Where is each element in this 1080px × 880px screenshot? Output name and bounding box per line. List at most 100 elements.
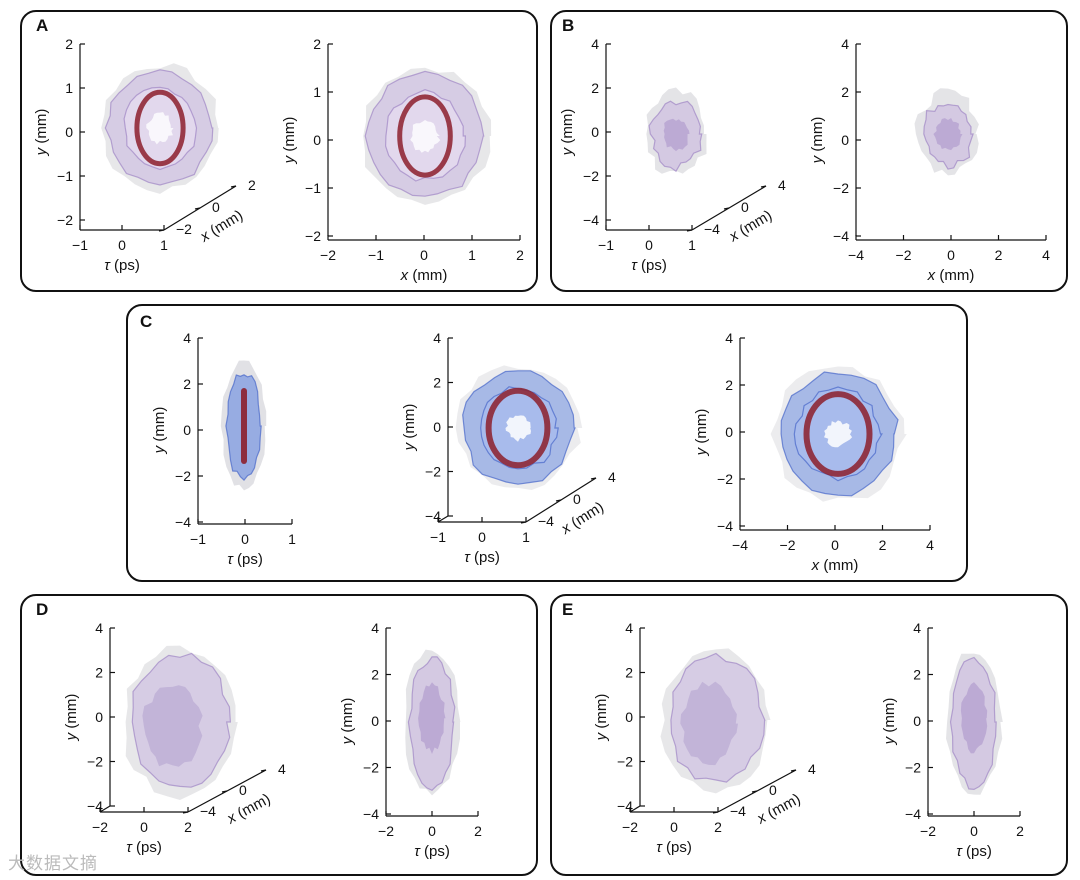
panel-a-plot-1-y-tick-label: −1 bbox=[57, 168, 73, 184]
panel-d-plot-2-tau-x-tick-label: 0 bbox=[428, 823, 436, 839]
panel-b-plot-2-y-tick-label: −4 bbox=[833, 228, 849, 244]
panel-e-plot-2-y-tick-label: −4 bbox=[905, 806, 921, 822]
panel-c-plot-3-x-label: x (mm) bbox=[811, 557, 859, 574]
panel-c-plot-2-y-label: y (mm) bbox=[401, 404, 418, 452]
panel-e-plot-1-depth-tick bbox=[790, 769, 797, 772]
panel-c-plot-3-y-tick-label: 4 bbox=[725, 330, 733, 346]
panel-e-plot-1-tau-x-tick-label: −2 bbox=[622, 819, 638, 835]
panel-a-plot-2-y-tick-label: −2 bbox=[305, 228, 321, 244]
panel-a-plot-2-y-tick-label: 1 bbox=[313, 84, 321, 100]
panel-d-plot-1-y-tick-label: −2 bbox=[87, 754, 103, 770]
panel-a-plot-1-depth-tick bbox=[158, 229, 165, 232]
panel-d-plot-2-y-tick-label: 0 bbox=[371, 713, 379, 729]
panel-e-plot-2-tau-x-tick-label: 2 bbox=[1016, 823, 1024, 839]
panel-c-plot-2-y-tick-label: −2 bbox=[425, 464, 441, 480]
panel-e-plot-1-surface-lilac-shell bbox=[670, 652, 766, 783]
panel-e-plot-1-depth-tick-label: 0 bbox=[769, 782, 777, 798]
panel-c-plot-1-y-tick-label: 2 bbox=[183, 376, 191, 392]
panel-b-plot-1-depth-tick-label: −4 bbox=[704, 221, 720, 237]
panel-b-plot-2-y-tick-label: 4 bbox=[841, 36, 849, 52]
panel-b-plot-1-depth-tick-label: 4 bbox=[778, 177, 786, 193]
panel-a-plot-2-x-tick-label: −1 bbox=[368, 247, 384, 263]
panel-c-plot-1-tau-x-tick-label: 1 bbox=[288, 531, 296, 547]
panel-c-plot-3-x-tick-label: −2 bbox=[780, 537, 796, 553]
panel-c-plot-1-tau-x-tick-label: −1 bbox=[190, 531, 206, 547]
panel-c-plot-2-floor-edge bbox=[437, 515, 449, 523]
panel-e-plot-2-tau-x-tick-label: 0 bbox=[970, 823, 978, 839]
panel-letter-c: C bbox=[140, 312, 153, 331]
panel-letter-a: A bbox=[36, 16, 49, 35]
panel-d-plot-2-y-tick-label: −4 bbox=[363, 806, 379, 822]
panel-e-plot-1-tau-x-tick-label: 0 bbox=[670, 819, 678, 835]
panel-b-plot-1-tau-x-label: τ (ps) bbox=[631, 257, 667, 274]
panel-d-plot-1-depth-tick bbox=[221, 790, 228, 793]
panel-c-plot-2-y-tick-label: 2 bbox=[433, 375, 441, 391]
panel-e-plot-1-tau-x-tick-label: 2 bbox=[714, 819, 722, 835]
panel-d-plot-1-floor-edge bbox=[99, 805, 111, 813]
panel-b-plot-1-y-tick-label: 2 bbox=[591, 80, 599, 96]
panel-b-plot-2-surface-core bbox=[933, 118, 963, 151]
panel-b-plot-1-depth-tick bbox=[686, 229, 693, 232]
panel-d-plot-2-y-tick-label: 2 bbox=[371, 667, 379, 683]
panel-d-plot-1-y-tick-label: −4 bbox=[87, 798, 103, 814]
panel-e-plot-2-tau-x-label: τ (ps) bbox=[956, 843, 992, 860]
panel-b-plot-2-x-label: x (mm) bbox=[927, 267, 975, 284]
panel-e-plot-1-y-tick-label: 0 bbox=[625, 709, 633, 725]
panel-c-plot-2-tau-x-tick-label: 0 bbox=[478, 529, 486, 545]
panel-c-plot-3-surface-core bbox=[824, 420, 853, 448]
panel-e-plot-1-y-tick-label: −4 bbox=[617, 798, 633, 814]
panel-a-plot-1-depth-tick-label: 2 bbox=[248, 177, 256, 193]
panel-a-plot-2-x-tick-label: 2 bbox=[516, 247, 524, 263]
panel-a-plot-1-y-tick-label: 1 bbox=[65, 80, 73, 96]
panel-a-plot-2-surface-core bbox=[410, 120, 441, 153]
panel-a-plot-1-surface-core bbox=[146, 112, 174, 145]
panel-d-plot-1-tau-x-tick-label: 2 bbox=[184, 819, 192, 835]
panel-d-plot-1-depth-tick-label: 4 bbox=[278, 761, 286, 777]
panel-e-plot-1-tau-x-label: τ (ps) bbox=[656, 839, 692, 856]
panel-b-plot-1-tau-x-tick-label: −1 bbox=[598, 237, 614, 253]
panel-letter-d: D bbox=[36, 600, 49, 619]
panel-b-plot-2-x-tick-label: −2 bbox=[896, 247, 912, 263]
panel-b-plot-2-y-tick-label: −2 bbox=[833, 180, 849, 196]
panel-e-plot-2-y-tick-label: 2 bbox=[913, 667, 921, 683]
panel-d-plot-2-y-label: y (mm) bbox=[339, 698, 356, 746]
panel-c-plot-1-y-tick-label: 4 bbox=[183, 330, 191, 346]
panel-c-plot-3-x-tick-label: −4 bbox=[732, 537, 748, 553]
panel-e-plot-1-depth-tick bbox=[751, 790, 758, 793]
panel-c-plot-2-y-tick-label: 4 bbox=[433, 330, 441, 346]
panel-b bbox=[550, 10, 1068, 292]
panel-a-plot-1-depth-tick-label: 0 bbox=[212, 199, 220, 215]
panel-b-plot-2-surface-lilac-shell bbox=[923, 103, 974, 170]
panel-a-plot-1-depth-tick bbox=[194, 207, 201, 210]
panel-d-plot-1-y-tick-label: 2 bbox=[95, 665, 103, 681]
panel-c-plot-1-surface-red-slab bbox=[241, 388, 247, 464]
panel-b-plot-1-tau-x-tick-label: 1 bbox=[688, 237, 696, 253]
panel-a-plot-2-y-tick-label: 0 bbox=[313, 132, 321, 148]
panel-b-plot-1-y-tick-label: 0 bbox=[591, 124, 599, 140]
panel-b-plot-1-y-tick-label: −2 bbox=[583, 168, 599, 184]
panel-d-plot-1-tau-x-tick-label: 0 bbox=[140, 819, 148, 835]
panel-c-plot-1-tau-x-label: τ (ps) bbox=[227, 551, 263, 568]
panel-e-plot-1-y-tick-label: 2 bbox=[625, 665, 633, 681]
panel-a-plot-1-tau-x-tick-label: 1 bbox=[160, 237, 168, 253]
panel-c-plot-2-depth-tick bbox=[520, 521, 527, 524]
panel-d-plot-2-tau-x-tick-label: −2 bbox=[378, 823, 394, 839]
panel-d-plot-1-surface-inner-shell bbox=[142, 685, 203, 767]
panel-c-plot-2-tau-x-label: τ (ps) bbox=[464, 549, 500, 566]
panel-c-plot-3-x-tick-label: 4 bbox=[926, 537, 934, 553]
panel-b-plot-1-surface-lilac-shell bbox=[648, 100, 703, 173]
panel-d-plot-2-y-tick-label: 4 bbox=[371, 620, 379, 636]
panel-c-plot-1-y-tick-label: −2 bbox=[175, 468, 191, 484]
panel-c-plot-2-depth-tick bbox=[590, 477, 597, 480]
watermark: 大数据文摘 bbox=[8, 854, 98, 873]
panel-b-plot-2-y-tick-label: 2 bbox=[841, 84, 849, 100]
panel-c-plot-2-y-tick-label: −4 bbox=[425, 508, 441, 524]
panel-c-plot-2-y-tick-label: 0 bbox=[433, 419, 441, 435]
panel-b-plot-2-x-tick-label: 2 bbox=[995, 247, 1003, 263]
panel-c-plot-3-y-tick-label: −2 bbox=[717, 471, 733, 487]
panel-a-plot-2-surface-red-ring bbox=[397, 94, 453, 178]
panel-d-plot-1-surface-lilac-shell bbox=[131, 652, 232, 788]
panel-e-plot-1-depth-tick bbox=[712, 811, 719, 814]
panel-e-plot-2-y-tick-label: 0 bbox=[913, 713, 921, 729]
